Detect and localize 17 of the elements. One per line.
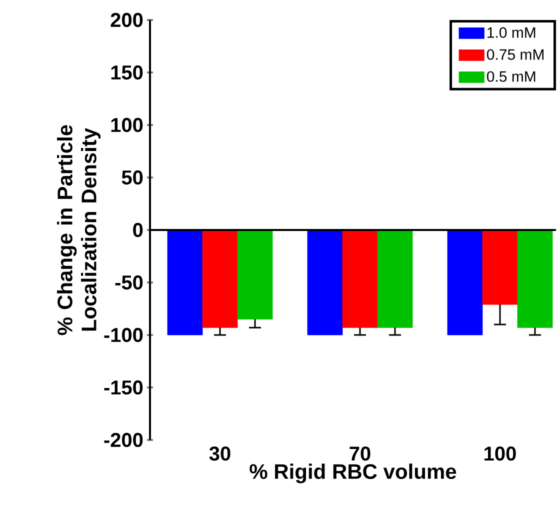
y-tick-label: -200 bbox=[104, 432, 143, 448]
x-tick-label: 100 bbox=[484, 446, 516, 461]
y-axis-title: % Change in Particle Localization Density bbox=[57, 125, 101, 336]
x-tick-label: 30 bbox=[209, 446, 230, 461]
y-tick-label: -50 bbox=[115, 275, 143, 290]
y-tick-label: 100 bbox=[111, 118, 143, 132]
y-tick-label: 50 bbox=[122, 170, 143, 185]
legend-label: 0.75 mM bbox=[486, 49, 544, 60]
legend-label: 0.5 mM bbox=[486, 71, 536, 82]
y-tick-label: -150 bbox=[104, 380, 143, 395]
y-tick-label: -100 bbox=[104, 328, 143, 342]
y-tick-label: 200 bbox=[110, 12, 143, 28]
x-tick-label: 70 bbox=[350, 446, 370, 461]
x-axis-title: % Rigid RBC volume bbox=[250, 464, 456, 484]
y-tick-label: 0 bbox=[133, 222, 143, 238]
y-tick-label: 150 bbox=[111, 65, 143, 80]
legend-label: 1.0 mM bbox=[488, 27, 536, 38]
